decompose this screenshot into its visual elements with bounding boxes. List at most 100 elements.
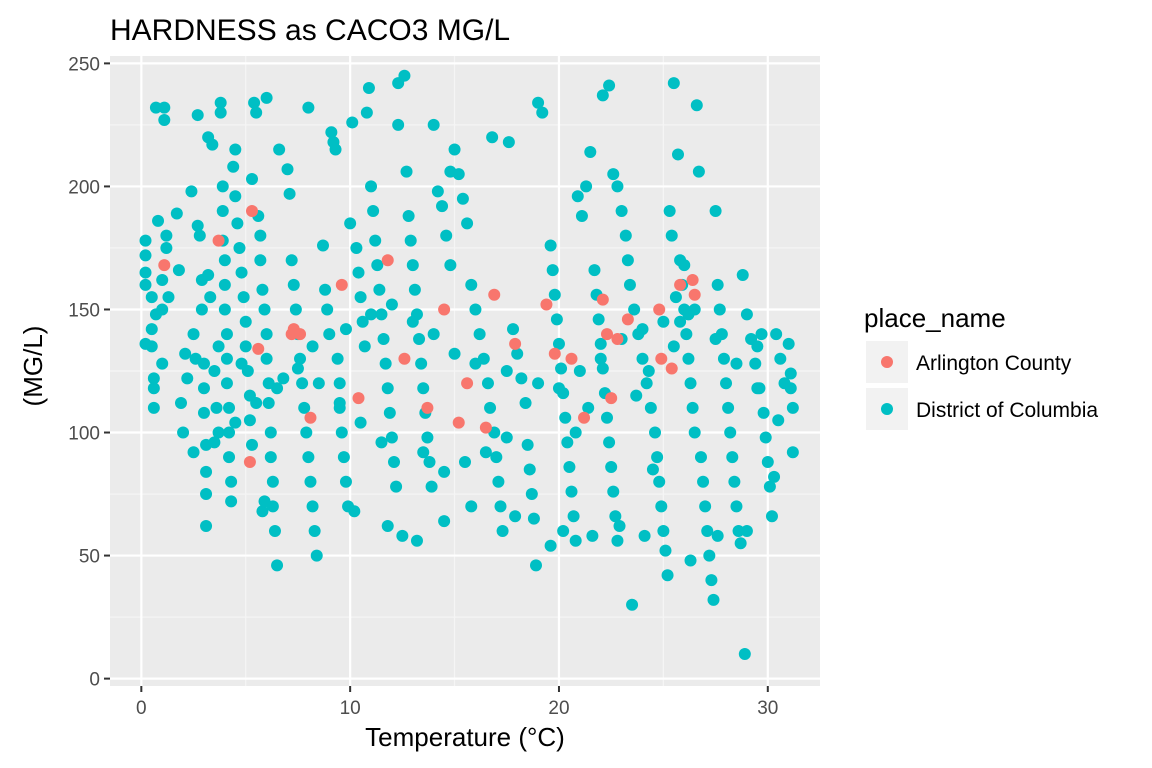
point-district-of-columbia xyxy=(147,401,160,414)
point-district-of-columbia xyxy=(621,254,634,267)
point-district-of-columbia xyxy=(490,451,503,464)
point-district-of-columbia xyxy=(726,451,739,464)
point-district-of-columbia xyxy=(312,377,325,390)
point-district-of-columbia xyxy=(711,278,724,291)
point-arlington-county xyxy=(509,337,522,350)
point-district-of-columbia xyxy=(611,180,624,193)
point-district-of-columbia xyxy=(649,426,662,439)
point-district-of-columbia xyxy=(223,401,236,414)
point-district-of-columbia xyxy=(185,185,198,198)
point-district-of-columbia xyxy=(356,315,369,328)
point-district-of-columbia xyxy=(592,313,605,326)
point-district-of-columbia xyxy=(630,389,643,402)
point-district-of-columbia xyxy=(333,396,346,409)
point-district-of-columbia xyxy=(575,209,588,222)
point-district-of-columbia xyxy=(755,328,768,341)
point-district-of-columbia xyxy=(248,96,261,109)
point-district-of-columbia xyxy=(235,266,248,279)
point-district-of-columbia xyxy=(354,291,367,304)
point-district-of-columbia xyxy=(160,241,173,254)
x-tick-label: 20 xyxy=(548,698,569,719)
point-district-of-columbia xyxy=(461,217,474,230)
point-arlington-county xyxy=(674,278,687,291)
point-district-of-columbia xyxy=(200,520,213,533)
point-district-of-columbia xyxy=(335,426,348,439)
point-district-of-columbia xyxy=(352,266,365,279)
point-district-of-columbia xyxy=(302,451,315,464)
point-district-of-columbia xyxy=(519,396,532,409)
point-district-of-columbia xyxy=(158,101,171,114)
point-arlington-county xyxy=(294,328,307,341)
point-district-of-columbia xyxy=(759,431,772,444)
point-district-of-columbia xyxy=(358,340,371,353)
point-district-of-columbia xyxy=(686,401,699,414)
point-district-of-columbia xyxy=(246,438,258,451)
point-district-of-columbia xyxy=(218,278,231,291)
x-tick-label: 0 xyxy=(136,698,147,719)
point-arlington-county xyxy=(596,293,609,306)
point-district-of-columbia xyxy=(469,303,482,316)
point-district-of-columbia xyxy=(772,414,785,427)
point-district-of-columbia xyxy=(782,337,795,350)
point-district-of-columbia xyxy=(410,534,423,547)
point-district-of-columbia xyxy=(740,308,753,321)
point-district-of-columbia xyxy=(640,377,653,390)
point-district-of-columbia xyxy=(494,500,507,513)
point-district-of-columbia xyxy=(536,106,549,119)
point-district-of-columbia xyxy=(680,328,693,341)
point-district-of-columbia xyxy=(644,401,657,414)
point-district-of-columbia xyxy=(703,549,716,562)
point-district-of-columbia xyxy=(500,431,513,444)
point-district-of-columbia xyxy=(701,524,714,537)
point-district-of-columbia xyxy=(774,352,787,365)
point-district-of-columbia xyxy=(603,436,616,449)
point-district-of-columbia xyxy=(486,131,499,144)
point-district-of-columbia xyxy=(580,180,593,193)
point-district-of-columbia xyxy=(717,352,730,365)
point-district-of-columbia xyxy=(521,438,534,451)
point-district-of-columbia xyxy=(740,524,753,537)
point-arlington-county xyxy=(212,234,225,247)
point-district-of-columbia xyxy=(730,500,743,513)
point-district-of-columbia xyxy=(156,303,169,316)
point-district-of-columbia xyxy=(152,214,165,227)
point-arlington-county xyxy=(488,288,501,301)
point-district-of-columbia xyxy=(216,205,229,218)
point-district-of-columbia xyxy=(319,283,332,296)
point-district-of-columbia xyxy=(390,480,403,493)
legend-key-arlington xyxy=(881,356,893,368)
point-district-of-columbia xyxy=(724,426,737,439)
point-district-of-columbia xyxy=(406,315,419,328)
point-district-of-columbia xyxy=(557,524,570,537)
point-district-of-columbia xyxy=(187,328,200,341)
point-arlington-county xyxy=(565,352,578,365)
point-district-of-columbia xyxy=(145,323,158,336)
point-district-of-columbia xyxy=(507,323,520,336)
point-district-of-columbia xyxy=(711,529,724,542)
point-district-of-columbia xyxy=(786,446,799,459)
point-district-of-columbia xyxy=(210,401,223,414)
point-district-of-columbia xyxy=(149,101,162,114)
point-district-of-columbia xyxy=(699,500,712,513)
point-district-of-columbia xyxy=(388,456,400,469)
point-district-of-columbia xyxy=(306,500,319,513)
point-district-of-columbia xyxy=(613,520,626,533)
point-district-of-columbia xyxy=(525,488,538,501)
point-district-of-columbia xyxy=(271,559,284,572)
point-district-of-columbia xyxy=(218,303,231,316)
point-district-of-columbia xyxy=(235,357,248,370)
point-district-of-columbia xyxy=(204,291,217,304)
point-district-of-columbia xyxy=(757,406,770,419)
point-arlington-county xyxy=(601,328,613,341)
point-district-of-columbia xyxy=(260,328,273,341)
point-district-of-columbia xyxy=(212,426,225,439)
point-district-of-columbia xyxy=(417,446,430,459)
legend-label-arlington: Arlington County xyxy=(916,352,1072,375)
point-district-of-columbia xyxy=(177,426,190,439)
y-tick-label: 50 xyxy=(79,547,100,568)
point-district-of-columbia xyxy=(258,303,271,316)
point-district-of-columbia xyxy=(298,401,311,414)
point-district-of-columbia xyxy=(626,598,639,611)
point-district-of-columbia xyxy=(502,136,515,149)
point-district-of-columbia xyxy=(381,520,394,533)
